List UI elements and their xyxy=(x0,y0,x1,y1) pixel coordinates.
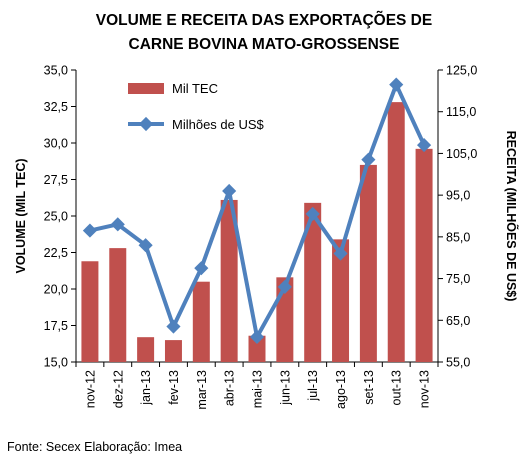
bar xyxy=(248,335,266,362)
y-right-tick-label: 65,0 xyxy=(446,314,470,328)
x-tick-label: jan-13 xyxy=(139,370,153,406)
x-tick-label: jun-13 xyxy=(278,370,292,406)
y-right-tick-label: 75,0 xyxy=(446,272,470,286)
x-tick-label: jul-13 xyxy=(306,370,320,402)
bar xyxy=(387,102,405,363)
line-point-marker xyxy=(361,152,376,167)
bar xyxy=(192,281,210,362)
y-axis-left-label: VOLUME (MIL TEC) xyxy=(14,158,28,273)
line-point-marker xyxy=(166,319,181,334)
x-tick-label: abr-13 xyxy=(223,370,237,406)
y-right-tick-label: 115,0 xyxy=(446,105,476,119)
y-left-tick-label: 22,5 xyxy=(44,246,68,260)
line-point-marker xyxy=(277,279,292,294)
bar xyxy=(332,239,350,362)
bar xyxy=(304,202,322,362)
chart-title-line-2: CARNE BOVINA MATO-GROSSENSE xyxy=(129,36,400,53)
x-tick-label: nov-13 xyxy=(418,370,432,408)
line-point-marker xyxy=(138,238,153,253)
x-tick-label: set-13 xyxy=(362,370,376,405)
source-footer: Fonte: Secex Elaboração: Imea xyxy=(7,440,183,454)
x-tick-label: fev-13 xyxy=(167,370,181,405)
legend-label-line: Milhões de US$ xyxy=(172,117,265,132)
bar xyxy=(220,199,238,362)
bar xyxy=(81,261,99,362)
line-point-marker xyxy=(82,223,97,238)
y-left-tick-label: 27,5 xyxy=(44,173,68,187)
y-left-tick-label: 32,5 xyxy=(44,100,68,114)
plot-area: 15,0 17,5 20,0 22,5 25,0 27,5 30,0 32,5 35,0 55,0… xyxy=(44,64,478,410)
legend-swatch-bar xyxy=(128,83,164,94)
chart-title-line-1: VOLUME E RECEITA DAS EXPORTAÇÕES DE xyxy=(96,11,432,29)
y-left-tick-label: 15,0 xyxy=(44,356,68,370)
line-point-marker xyxy=(417,138,432,153)
y-left-tick-label: 25,0 xyxy=(44,210,68,224)
line-point-marker xyxy=(222,183,237,199)
bar xyxy=(109,248,127,362)
legend-label-bar: Mil TEC xyxy=(172,81,218,96)
y-right-tick-label: 105,0 xyxy=(446,147,477,161)
x-tick-label: mar-13 xyxy=(195,370,209,410)
bar xyxy=(359,164,377,362)
y-left-tick-label: 17,5 xyxy=(44,319,68,333)
x-tick-label: out-13 xyxy=(390,370,404,405)
x-tick-label: mai-13 xyxy=(251,370,265,408)
bar xyxy=(164,340,182,362)
bar xyxy=(137,337,155,362)
y-axis-right-label: RECEITA (MILHÕES DE US$) xyxy=(504,131,519,302)
line-point-marker xyxy=(389,77,404,92)
line-point-marker xyxy=(249,329,265,345)
y-left-tick-label: 30,0 xyxy=(44,137,68,151)
y-right-tick-label: 55,0 xyxy=(446,356,470,370)
y-right-tick-label: 85,0 xyxy=(446,230,470,244)
x-tick-label: ago-13 xyxy=(334,370,348,409)
line-point-marker xyxy=(305,206,320,221)
legend-swatch-marker xyxy=(138,116,154,132)
x-tick-label: dez-12 xyxy=(111,370,125,408)
y-left-tick-label: 35,0 xyxy=(44,64,68,78)
line-point-marker xyxy=(333,246,348,261)
line-point-marker xyxy=(194,261,209,276)
y-right-tick-label: 95,0 xyxy=(446,189,470,203)
bar xyxy=(415,148,433,362)
y-right-tick-label: 125,0 xyxy=(446,64,477,78)
x-tick-label: nov-12 xyxy=(83,370,97,408)
legend: Mil TEC Milhões de US$ xyxy=(128,81,265,132)
y-left-tick-label: 20,0 xyxy=(44,283,68,297)
